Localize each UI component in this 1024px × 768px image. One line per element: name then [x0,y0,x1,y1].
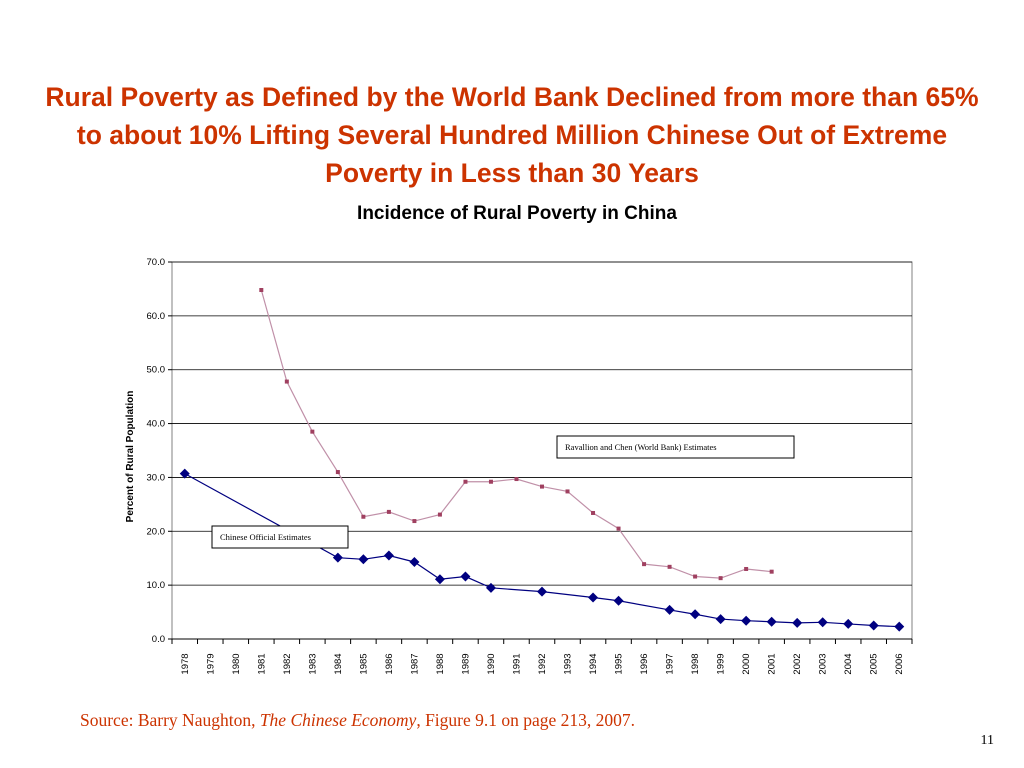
point-world-bank [642,562,647,567]
y-tick-label: 0.0 [152,634,165,645]
y-tick-label: 30.0 [147,472,166,483]
point-world-bank [310,429,315,434]
x-tick-label: 1994 [588,653,599,674]
x-tick-label: 1990 [486,653,497,674]
x-tick-label: 1983 [307,653,318,674]
x-tick-label: 1996 [639,653,650,674]
point-world-bank [259,288,264,293]
point-world-bank [514,477,519,482]
label-box-official-text: Chinese Official Estimates [220,532,311,542]
point-world-bank [437,512,442,517]
point-world-bank [565,489,570,494]
x-tick-label: 2001 [767,653,778,674]
x-tick-label: 1984 [333,653,344,674]
point-official [434,574,445,585]
x-tick-label: 1991 [511,653,522,674]
x-tick-label: 1985 [358,653,369,674]
x-tick-label: 1989 [460,653,471,674]
x-tick-label: 1995 [614,653,625,674]
y-tick-label: 20.0 [147,526,166,537]
point-world-bank [718,576,723,581]
point-world-bank [591,510,596,515]
point-official [868,620,879,631]
source-prefix: Source: Barry Naughton, [80,710,260,730]
x-tick-label: 2002 [792,653,803,674]
label-box-world-bank [556,435,795,459]
source-book-title: The Chinese Economy [259,710,417,730]
source-citation: Source: Barry Naughton, The Chinese Econ… [80,710,960,731]
point-official [613,595,624,606]
label-box-official [211,525,349,549]
x-tick-label: 1997 [665,653,676,674]
x-tick-label: 2006 [894,653,905,674]
point-official [792,617,803,628]
point-world-bank [667,564,672,569]
x-tick-label: 1993 [563,653,574,674]
point-world-bank [769,569,774,574]
x-tick-label: 1980 [231,653,242,674]
x-tick-label: 1992 [537,653,548,674]
x-tick-label: 2000 [741,653,752,674]
label-box-world-bank-text: Ravallion and Chen (World Bank) Estimate… [565,442,717,452]
point-official [690,609,701,620]
x-tick-label: 1982 [282,653,293,674]
y-tick-label: 40.0 [147,419,166,430]
point-world-bank [412,519,417,524]
point-official [843,618,854,629]
y-tick-label: 70.0 [147,257,166,268]
point-official [383,550,394,561]
y-tick-label: 10.0 [147,580,166,591]
point-official [460,571,471,582]
point-world-bank [540,484,544,489]
point-official [715,614,726,625]
x-tick-label: 2005 [869,653,880,674]
x-tick-label: 2004 [843,653,854,674]
point-world-bank [744,566,749,571]
y-tick-label: 50.0 [147,365,166,376]
y-tick-label: 60.0 [147,311,166,322]
y-axis-label: Percent of Rural Population [125,391,136,523]
x-tick-label: 1978 [180,653,191,674]
point-world-bank [488,479,493,484]
x-tick-label: 1979 [205,653,216,674]
point-official [741,615,752,626]
x-tick-label: 1988 [435,653,446,674]
x-tick-label: 2003 [818,653,829,674]
point-official [817,617,828,628]
plot-area [171,261,913,640]
point-official [358,554,369,565]
point-official [664,604,675,615]
point-world-bank [616,526,621,531]
point-world-bank [335,470,340,475]
point-official [537,586,547,597]
page-number: 11 [980,733,994,748]
x-tick-label: 1981 [256,653,267,674]
x-tick-label: 1986 [384,653,395,674]
chart-title: Incidence of Rural Poverty in China [357,203,677,224]
source-suffix: , Figure 9.1 on page 213, 2007. [416,710,636,730]
point-official [588,592,599,603]
point-official [409,556,420,567]
point-official [332,552,343,563]
point-official [766,616,777,627]
x-tick-label: 1998 [690,653,701,674]
point-official [485,582,496,593]
x-tick-label: 1987 [409,653,420,674]
slide-title: Rural Poverty as Defined by the World Ba… [45,82,979,188]
x-tick-label: 1999 [716,653,727,674]
point-world-bank [693,574,698,579]
point-official [179,468,190,479]
point-world-bank [284,379,289,384]
point-world-bank [463,479,468,484]
point-official [894,621,905,632]
point-world-bank [361,514,366,519]
point-world-bank [386,509,391,514]
